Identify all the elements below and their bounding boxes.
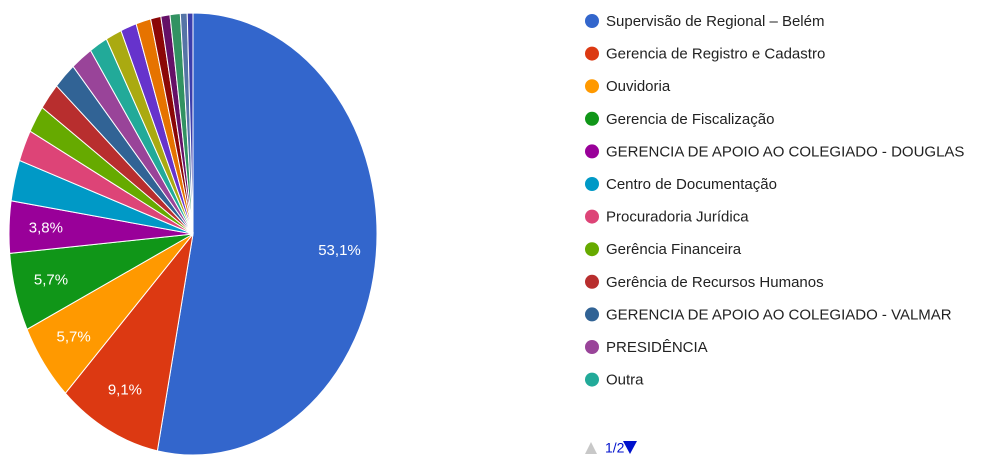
page-prev[interactable] — [585, 442, 597, 454]
legend-swatch — [585, 209, 599, 224]
pie-slice — [64, 232, 194, 452]
legend-label: Gerência de Recursos Humanos — [606, 274, 824, 291]
legend-page: 1/2 — [605, 440, 625, 456]
legend-swatch — [585, 144, 599, 159]
slice-label: 3,8% — [29, 219, 63, 236]
legend-swatch — [585, 274, 599, 289]
legend-swatch — [585, 372, 599, 387]
legend-swatch — [585, 340, 599, 354]
slice-label: 5,7% — [57, 328, 91, 345]
legend-label: Gerencia de Registro e Cadastro — [606, 46, 825, 63]
legend-label: GERENCIA DE APOIO AO COLEGIADO - DOUGLAS — [606, 143, 964, 160]
legend-label: Procuradoria Jurídica — [606, 209, 749, 226]
legend-swatch — [585, 14, 599, 28]
legend-swatch — [585, 79, 599, 94]
legend-label: Supervisão de Regional – Belém — [606, 13, 824, 30]
legend-swatch — [585, 307, 599, 322]
legend-label: Gerencia de Fiscalização — [606, 111, 774, 128]
legend-swatch — [585, 111, 599, 126]
legend-label: PRESIDÊNCIA — [606, 339, 708, 356]
page-next[interactable] — [623, 441, 637, 454]
legend-label: GERENCIA DE APOIO AO COLEGIADO - VALMAR — [606, 306, 952, 323]
slice-label: 5,7% — [34, 272, 68, 289]
slice-label: 9,1% — [108, 382, 142, 399]
slice-label: 53,1% — [318, 242, 361, 259]
legend-swatch — [585, 46, 599, 61]
legend-swatch — [585, 242, 599, 257]
legend-swatch — [585, 177, 599, 191]
legend-label: Gerência Financeira — [606, 241, 742, 258]
pie-slice — [186, 12, 194, 235]
legend-label: Outra — [606, 372, 644, 389]
pie-slice — [156, 12, 378, 456]
legend-label: Ouvidoria — [606, 78, 671, 95]
legend-label: Centro de Documentação — [606, 176, 777, 193]
